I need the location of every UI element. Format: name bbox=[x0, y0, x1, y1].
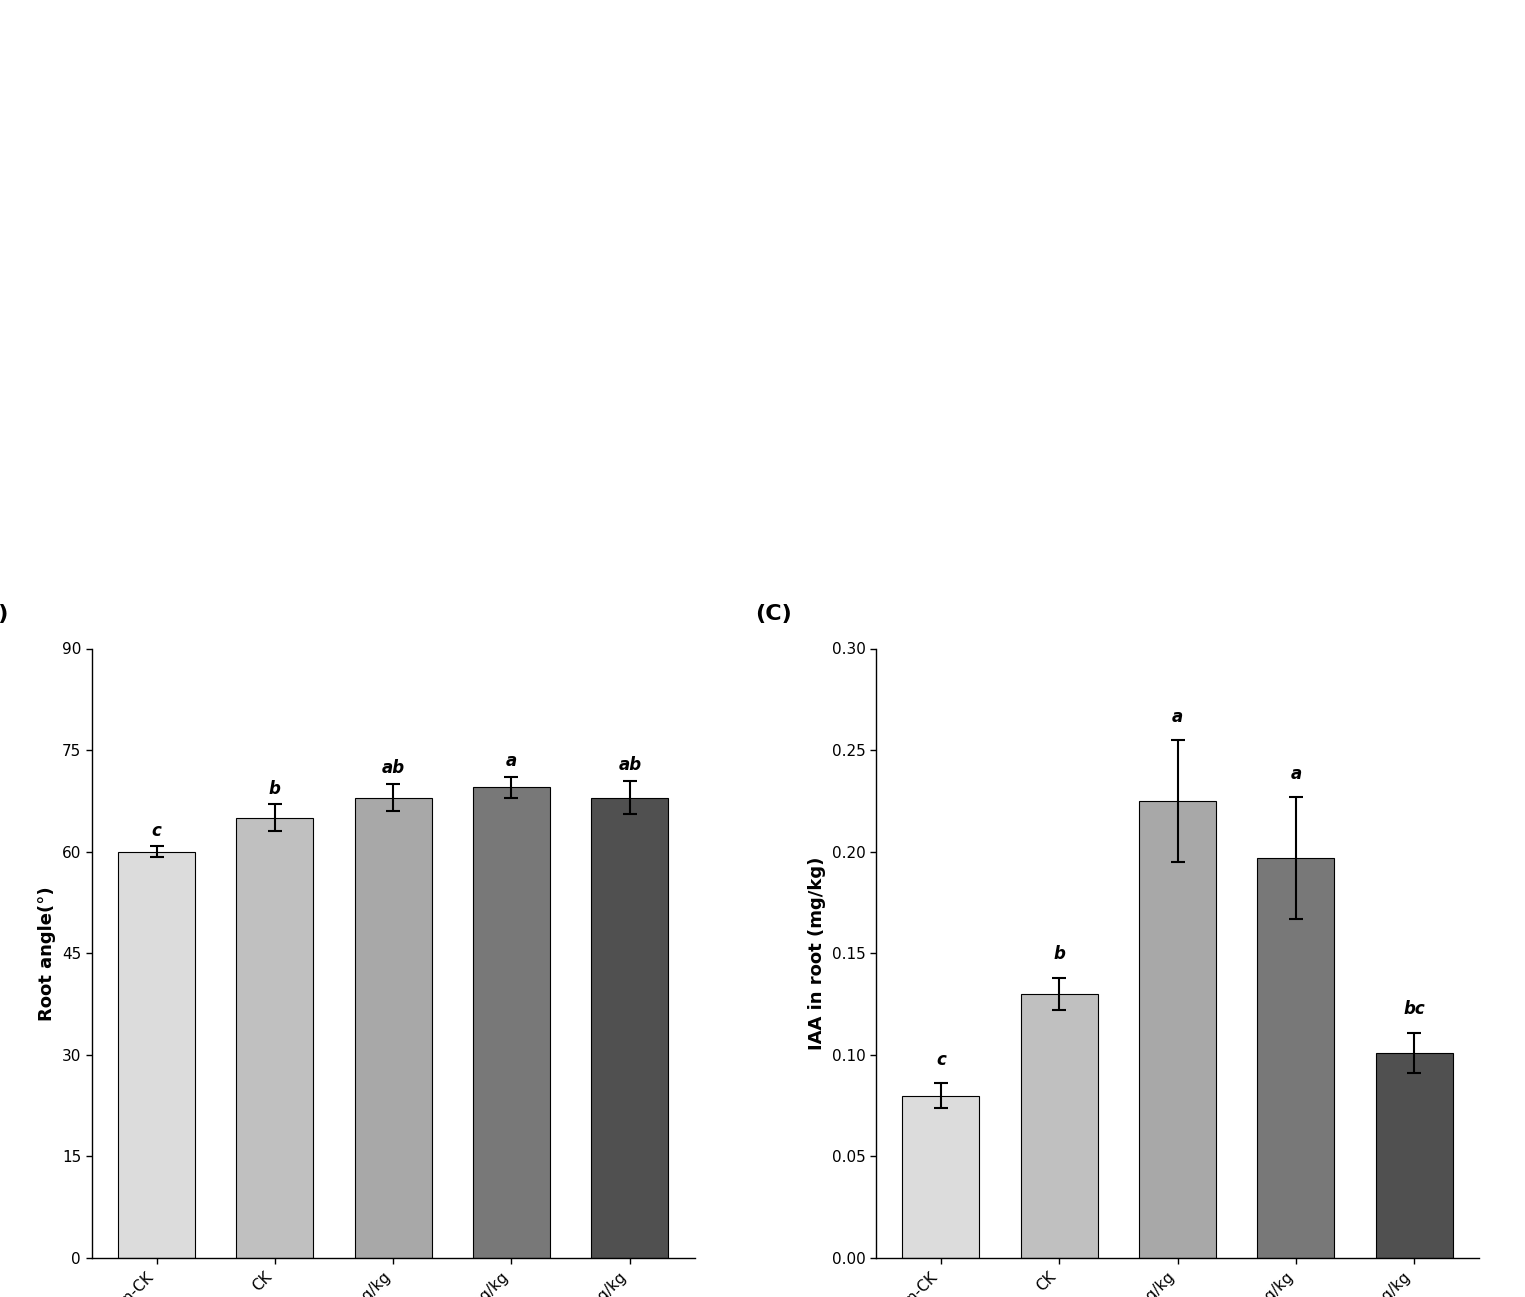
Bar bbox=[117, 852, 195, 1258]
Bar bbox=[1376, 1053, 1453, 1258]
Text: a: a bbox=[1290, 765, 1301, 782]
Text: c: c bbox=[936, 1051, 946, 1069]
Text: b: b bbox=[1054, 946, 1064, 964]
Text: a: a bbox=[1171, 708, 1183, 726]
Text: ab: ab bbox=[381, 759, 404, 777]
Text: Non-CK: Non-CK bbox=[139, 559, 215, 580]
Text: 10cm: 10cm bbox=[223, 36, 299, 60]
Bar bbox=[592, 798, 668, 1258]
Text: ab: ab bbox=[618, 756, 642, 774]
Bar bbox=[473, 787, 551, 1258]
Bar bbox=[1258, 857, 1334, 1258]
Text: (C): (C) bbox=[755, 604, 791, 624]
Text: 50ppm: 50ppm bbox=[1283, 559, 1356, 580]
Text: 1ppm: 1ppm bbox=[805, 559, 866, 580]
Text: CK: CK bbox=[456, 559, 483, 580]
Bar bbox=[1139, 802, 1215, 1258]
Text: bc: bc bbox=[1403, 1000, 1424, 1018]
Bar bbox=[903, 1096, 979, 1258]
Text: a: a bbox=[506, 752, 517, 770]
Text: b: b bbox=[268, 779, 281, 798]
Text: c: c bbox=[151, 821, 162, 839]
Bar bbox=[1020, 994, 1098, 1258]
Y-axis label: Root angle(°): Root angle(°) bbox=[38, 886, 56, 1021]
Text: 10ppm: 10ppm bbox=[1048, 559, 1121, 580]
Bar bbox=[355, 798, 432, 1258]
Text: (B): (B) bbox=[0, 604, 8, 624]
Text: (A): (A) bbox=[49, 43, 85, 64]
Bar bbox=[236, 818, 313, 1258]
Y-axis label: IAA in root (mg/kg): IAA in root (mg/kg) bbox=[808, 856, 827, 1051]
